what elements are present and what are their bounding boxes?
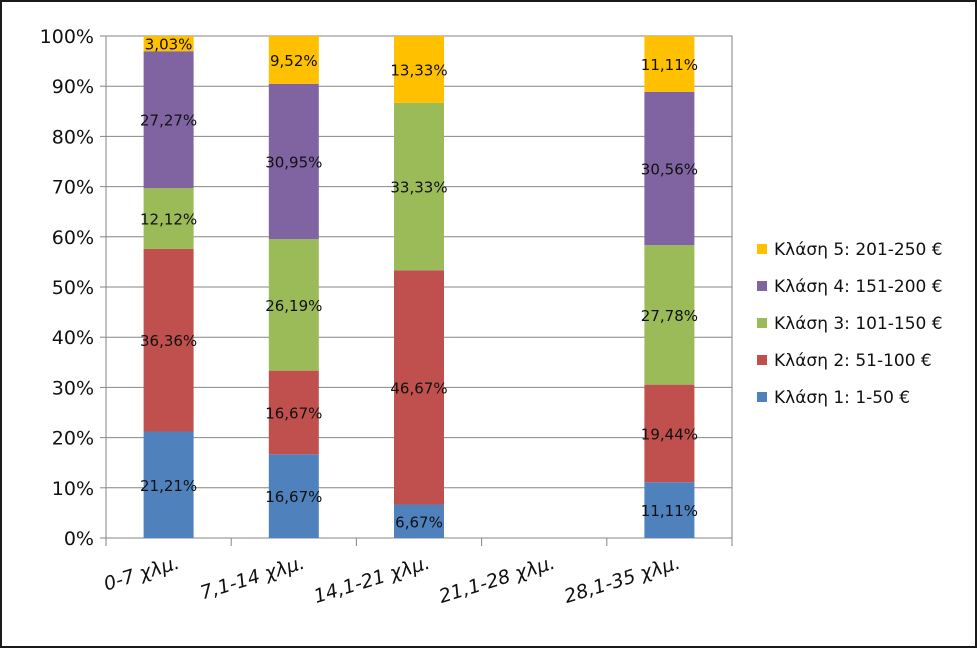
y-tick-label: 80% <box>52 126 94 148</box>
legend-swatch <box>757 318 767 328</box>
bar-segment <box>268 36 319 84</box>
data-label: 12,12% <box>140 211 197 229</box>
bar-segment <box>394 270 444 505</box>
data-label: 3,03% <box>145 36 193 54</box>
data-label: 16,67% <box>265 488 322 506</box>
bar-segment <box>143 51 194 189</box>
data-label: 13,33% <box>390 61 447 79</box>
data-label: 19,44% <box>641 425 698 443</box>
y-tick-label: 40% <box>52 327 94 349</box>
bar-segment <box>394 36 444 103</box>
x-category-label: 21,1-28 χλμ. <box>436 552 557 608</box>
data-label: 30,95% <box>265 153 322 171</box>
y-tick-label: 10% <box>52 478 94 500</box>
data-label: 16,67% <box>265 404 322 422</box>
bar-segment <box>143 248 194 432</box>
y-tick-label: 30% <box>52 377 94 399</box>
legend-label: Κλάση 2: 51-100 € <box>774 351 932 371</box>
data-label: 27,27% <box>140 112 197 130</box>
bar-segment <box>143 431 194 538</box>
data-label: 36,36% <box>140 332 197 350</box>
data-label: 27,78% <box>641 307 698 325</box>
bar-segment <box>394 102 444 271</box>
y-tick-label: 100% <box>40 26 94 48</box>
y-tick-label: 0% <box>64 528 94 550</box>
data-label: 30,56% <box>641 160 698 178</box>
y-tick-label: 70% <box>52 177 94 199</box>
y-tick-label: 90% <box>52 76 94 98</box>
y-tick-label: 50% <box>52 277 94 299</box>
data-label: 11,11% <box>641 56 698 74</box>
bar-segment <box>644 36 695 92</box>
data-label: 21,21% <box>140 477 197 495</box>
bar-segment <box>268 83 319 240</box>
y-tick-label: 60% <box>52 227 94 249</box>
legend-swatch <box>757 392 767 402</box>
data-label: 6,67% <box>395 513 443 531</box>
x-category-label: 28,1-35 χλμ. <box>562 552 683 608</box>
y-tick-label: 20% <box>52 428 94 450</box>
legend-label: Κλάση 1: 1-50 € <box>774 388 910 408</box>
data-label: 33,33% <box>390 179 447 197</box>
bar-segment <box>394 504 444 538</box>
legend-swatch <box>757 244 767 254</box>
bar-segment <box>644 384 695 483</box>
bar-segment <box>268 454 319 538</box>
data-label: 26,19% <box>265 297 322 315</box>
x-category-label: 7,1-14 χλμ. <box>198 552 308 605</box>
bar-segment <box>143 188 194 249</box>
legend-label: Κλάση 3: 101-150 € <box>774 314 943 334</box>
data-label: 11,11% <box>641 502 698 520</box>
bar-segment <box>268 239 319 371</box>
x-category-label: 0-7 χλμ. <box>101 552 182 596</box>
bar-segment <box>644 91 695 246</box>
bar-segment <box>268 370 319 455</box>
legend-label: Κλάση 5: 201-250 € <box>774 240 943 260</box>
x-category-label: 14,1-21 χλμ. <box>311 552 432 608</box>
legend-swatch <box>757 281 767 291</box>
bar-segment <box>644 482 695 538</box>
legend-label: Κλάση 4: 151-200 € <box>774 277 943 297</box>
legend-swatch <box>757 355 767 365</box>
bar-segment <box>644 245 695 385</box>
data-label: 9,52% <box>270 52 318 70</box>
bar-segment <box>143 36 194 52</box>
data-label: 46,67% <box>390 379 447 397</box>
